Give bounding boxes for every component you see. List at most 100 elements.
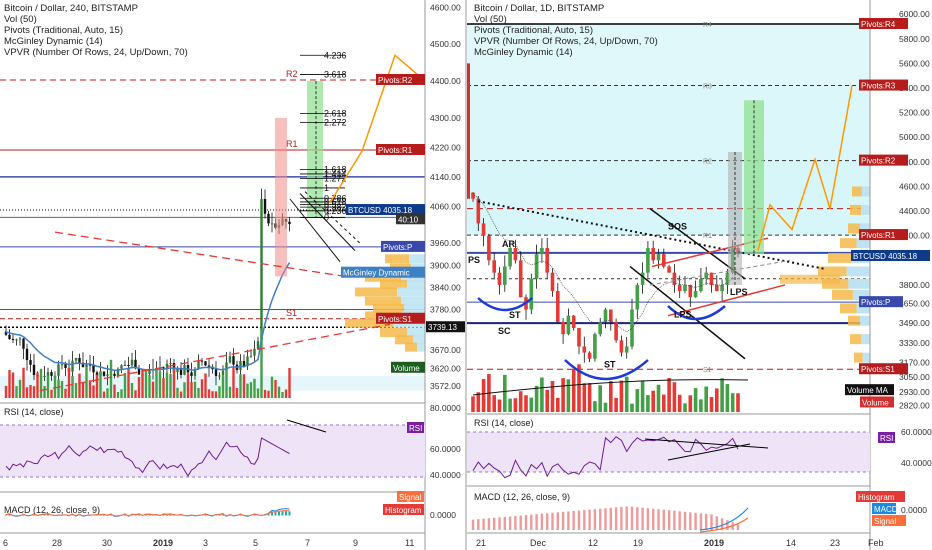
volume-bar <box>232 367 235 398</box>
volume-bar <box>513 398 518 412</box>
macd-histogram-bar <box>267 513 270 516</box>
volume-bar <box>715 388 719 412</box>
volume-profile-bar <box>840 303 857 314</box>
price-tag-bg <box>860 396 894 408</box>
volume-profile-bar <box>385 254 409 264</box>
price-tick-label: 5800.00 <box>899 34 930 44</box>
date-label: 21 <box>476 538 486 548</box>
candle-body <box>545 248 549 273</box>
macd-histogram-bar <box>218 514 221 516</box>
right-chart-panel: R4 R3 R2 R1 S1 PS AR SC ST ST SOS LPS LPS Bitcoin / D… <box>465 0 932 550</box>
macd-histogram-bar <box>103 514 105 516</box>
pivot-r2-label: R2 <box>286 69 298 79</box>
macd-histogram-bar <box>625 506 628 530</box>
macd-histogram-bar <box>71 514 74 516</box>
price-tag: Pivots:R4 <box>861 20 896 29</box>
macd-tick-label: 0.0000 <box>430 510 456 520</box>
macd-histogram-bar <box>271 512 273 516</box>
price-tag: Pivots:P <box>383 243 412 252</box>
volume-bar <box>688 395 693 412</box>
price-tick-label: 5600.00 <box>899 58 930 68</box>
candle-body <box>263 199 267 214</box>
macd-histogram-bar <box>641 507 644 530</box>
macd-histogram-bar <box>662 509 665 530</box>
volume-bar <box>672 382 677 412</box>
price-tick-label: 3800.00 <box>899 280 930 290</box>
date-label: 3 <box>203 538 208 548</box>
candle-body <box>508 248 512 267</box>
volume-bar <box>32 386 36 398</box>
macd-histogram-bar <box>278 511 280 516</box>
fib-level-label: 3.618 <box>324 69 347 79</box>
price-tick-label: 4140.00 <box>430 172 461 182</box>
volume-bar <box>640 380 645 412</box>
price-tick-label: 4600.00 <box>899 181 930 191</box>
volume-profile-bar <box>848 315 861 326</box>
symbol-title: Bitcoin / Dollar, 1D, BITSTAMP <box>474 3 604 14</box>
volume-bar <box>172 367 176 398</box>
volume-bar <box>646 395 650 412</box>
volume-profile-bar <box>848 278 870 289</box>
rsi-tick-label: 80.0000 <box>430 403 461 413</box>
rsi-tick-label: 60.0000 <box>901 427 932 437</box>
volume-bar <box>635 389 640 412</box>
candle-body <box>609 309 613 322</box>
candle-body <box>651 248 655 261</box>
date-label: 2019 <box>153 538 173 548</box>
projection-path <box>329 53 426 204</box>
price-tick-label: 2820.00 <box>899 401 930 411</box>
price-tag-bg <box>859 18 908 29</box>
candle-body <box>225 362 228 371</box>
price-tag: Volume <box>393 364 420 373</box>
macd-histogram-bar <box>694 512 697 530</box>
macd-histogram-bar <box>699 513 703 530</box>
candle-body <box>92 364 95 373</box>
price-tag: Pivots:R1 <box>378 146 413 155</box>
price-tick-label: 5400.00 <box>899 83 930 93</box>
price-tag: Pivots:P <box>861 298 890 307</box>
volume-bar <box>148 375 151 398</box>
volume-profile-bar <box>852 289 870 300</box>
macd-histogram-bar <box>477 519 480 530</box>
macd-histogram-bar <box>514 515 517 530</box>
volume-bar <box>561 378 565 412</box>
macd-histogram-bar <box>599 508 602 530</box>
volume-bar <box>242 374 246 398</box>
volume-bar <box>593 401 597 412</box>
price-tick-label: 4400.00 <box>899 206 930 216</box>
candle-body <box>95 372 99 376</box>
volume-bar <box>656 384 661 412</box>
macd-histogram-bar <box>239 514 242 516</box>
candle-body <box>50 372 53 376</box>
volume-bar <box>267 390 270 398</box>
indicator-title: Vol (50) <box>4 14 37 25</box>
macd-histogram-bar <box>22 514 25 516</box>
volume-bar <box>57 379 60 398</box>
volume-bar <box>476 392 481 412</box>
rsi-trend-line <box>644 438 769 449</box>
candle-body <box>228 356 232 363</box>
volume-bar <box>609 381 613 412</box>
macd-tag: Signal <box>874 517 896 526</box>
candle-body <box>550 272 555 292</box>
macd-histogram-bar <box>556 512 559 530</box>
volume-bar <box>736 393 740 412</box>
volume-bar <box>39 368 43 398</box>
candle-body <box>529 278 534 310</box>
candle-body <box>725 272 730 285</box>
macd-histogram-bar <box>222 514 224 516</box>
macd-title: MACD (12, 26, close, 9) <box>474 492 570 502</box>
macd-histogram-tag: Histogram <box>385 506 422 515</box>
price-tag: Volume <box>862 398 889 407</box>
volume-bar <box>211 391 214 398</box>
volume-bar <box>497 399 502 412</box>
price-tag-bg <box>851 250 930 261</box>
price-tag: Pivots:S1 <box>378 315 412 324</box>
macd-histogram-bar <box>583 510 586 530</box>
fib-level-label: 2.618 <box>324 109 347 119</box>
risk-box <box>275 117 287 277</box>
volume-bar <box>540 377 544 412</box>
volume-bar <box>78 373 81 398</box>
volume-bar <box>144 369 148 398</box>
